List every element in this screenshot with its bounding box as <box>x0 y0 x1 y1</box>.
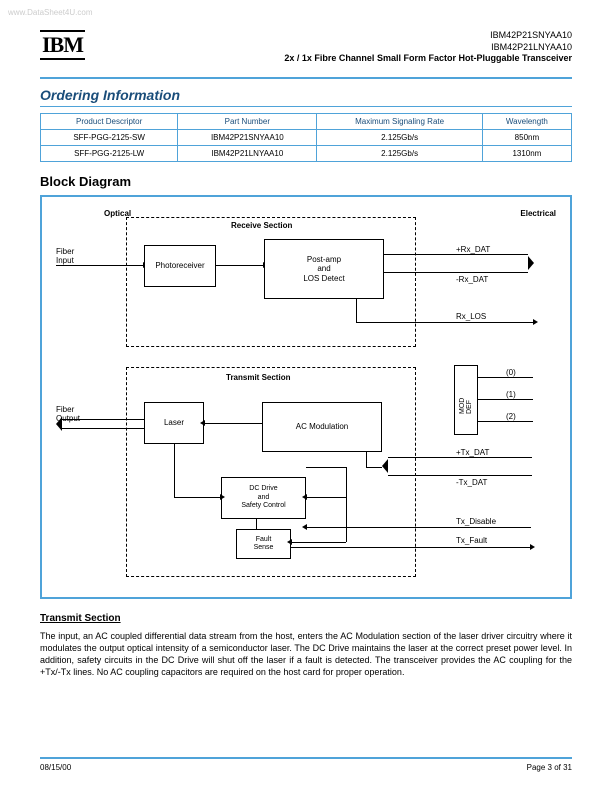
footer-page: Page 3 of 31 <box>527 763 572 772</box>
acmod-box: AC Modulation <box>262 402 382 452</box>
col-descriptor: Product Descriptor <box>41 114 178 130</box>
block-diagram: Optical Electrical Receive Section Fiber… <box>56 207 556 587</box>
moddef-2: (2) <box>506 412 516 421</box>
table-row: SFF-PGG-2125-LW IBM42P21LNYAA10 2.125Gb/… <box>41 146 572 162</box>
moddef-1: (1) <box>506 390 516 399</box>
fiber-out-arrow <box>56 419 144 429</box>
diagram-container: Optical Electrical Receive Section Fiber… <box>40 195 572 599</box>
col-rate: Maximum Signaling Rate <box>317 114 482 130</box>
txdis-label: Tx_Disable <box>456 517 496 526</box>
transmit-label: Transmit Section <box>226 373 290 382</box>
photoreceiver-box: Photoreceiver <box>144 245 216 287</box>
electrical-label: Electrical <box>520 209 556 218</box>
rxlos-label: Rx_LOS <box>456 312 486 321</box>
col-wavelength: Wavelength <box>482 114 571 130</box>
arrow-acmod-laser <box>204 423 262 424</box>
header: IBM IBM42P21SNYAA10 IBM42P21LNYAA10 2x /… <box>40 30 572 65</box>
header-right: IBM42P21SNYAA10 IBM42P21LNYAA10 2x / 1x … <box>284 30 572 65</box>
header-part2: IBM42P21LNYAA10 <box>284 42 572 54</box>
fiber-input-label: Fiber Input <box>56 247 74 265</box>
rxlos-line <box>384 322 534 323</box>
header-rule <box>40 77 572 79</box>
fault-box: Fault Sense <box>236 529 291 559</box>
txdat-p-label: +Tx_DAT <box>456 448 489 457</box>
transmit-paragraph: The input, an AC coupled differential da… <box>40 630 572 679</box>
transmit-section-heading: Transmit Section <box>40 613 572 624</box>
ibm-logo: IBM <box>40 30 85 60</box>
rx-dat-arrow <box>384 254 534 264</box>
arrow-fiber-in <box>56 265 144 266</box>
txdat-n-label: -Tx_DAT <box>456 478 487 487</box>
moddef-0: (0) <box>506 368 516 377</box>
receive-label: Receive Section <box>231 221 292 230</box>
ordering-table: Product Descriptor Part Number Maximum S… <box>40 113 572 162</box>
col-partnum: Part Number <box>178 114 317 130</box>
rxdat-n-label: -Rx_DAT <box>456 275 488 284</box>
postamp-box: Post-amp and LOS Detect <box>264 239 384 299</box>
header-part1: IBM42P21SNYAA10 <box>284 30 572 42</box>
txfault-line <box>291 547 531 548</box>
rxdat-p-label: +Rx_DAT <box>456 245 490 254</box>
laser-box: Laser <box>144 402 204 444</box>
tx-dat-arrow <box>382 457 532 467</box>
moddef-label: MOD DEF <box>459 390 473 414</box>
txfault-label: Tx_Fault <box>456 536 487 545</box>
arrow-photorx-postamp <box>216 265 264 266</box>
table-row: SFF-PGG-2125-SW IBM42P21SNYAA10 2.125Gb/… <box>41 130 572 146</box>
watermark-top: www.DataSheet4U.com <box>8 8 92 17</box>
txdis-line <box>306 527 531 528</box>
dcdrive-box: DC Drive and Safety Control <box>221 477 306 519</box>
ordering-heading: Ordering Information <box>40 87 572 107</box>
footer: 08/15/00 Page 3 of 31 <box>40 757 572 772</box>
footer-date: 08/15/00 <box>40 763 71 772</box>
block-diagram-heading: Block Diagram <box>40 174 572 189</box>
header-product: 2x / 1x Fibre Channel Small Form Factor … <box>284 53 572 65</box>
